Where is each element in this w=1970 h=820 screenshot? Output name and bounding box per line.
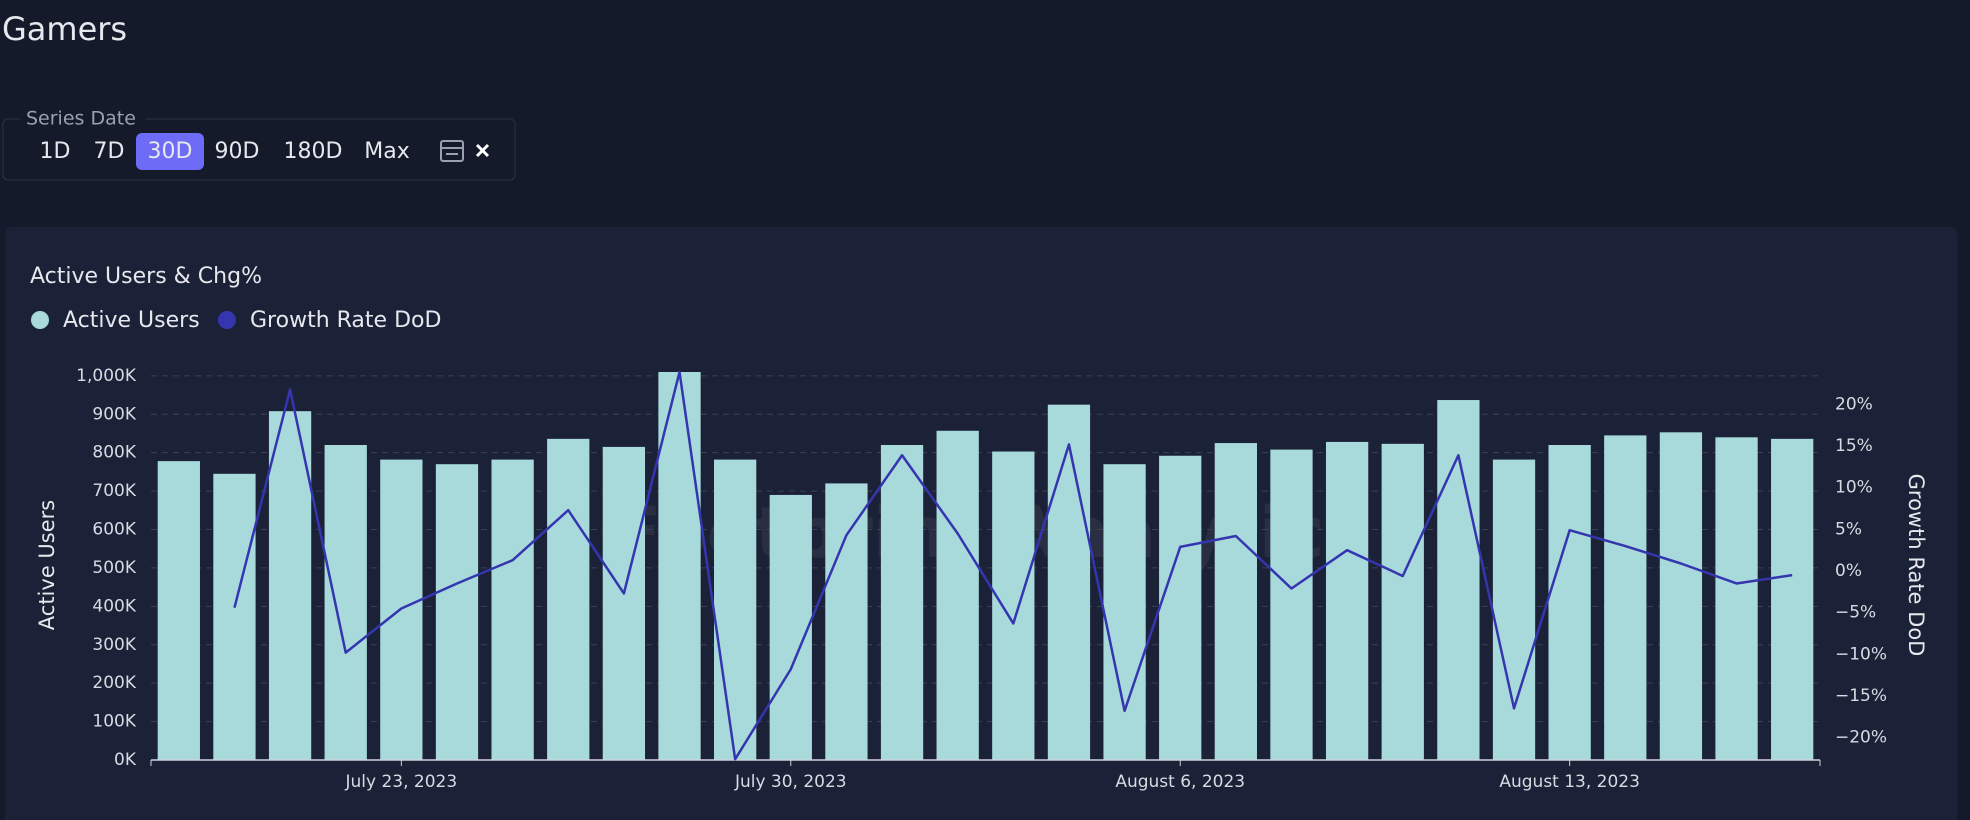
bar xyxy=(714,459,757,760)
bar xyxy=(157,461,200,760)
x-tick-label: July 30, 2023 xyxy=(734,772,847,792)
filter-option[interactable]: 7D xyxy=(94,139,125,164)
chart-title: Active Users & Chg% xyxy=(30,264,262,289)
bar xyxy=(658,372,701,760)
y2-tick-label: −5% xyxy=(1835,603,1876,623)
y-axis-title: Active Users xyxy=(35,500,59,630)
bar xyxy=(880,444,924,760)
bar xyxy=(992,451,1035,760)
y2-axis-title: Growth Rate DoD xyxy=(1904,474,1928,657)
filter-label: Series Date xyxy=(26,108,136,130)
bar xyxy=(1604,435,1647,760)
filter-option[interactable]: 180D xyxy=(284,139,343,164)
bar xyxy=(1381,443,1424,760)
bar xyxy=(1325,441,1369,760)
bar xyxy=(1548,444,1591,760)
bar xyxy=(825,483,868,760)
growth-line xyxy=(233,370,1793,761)
bar xyxy=(1103,464,1146,760)
filter-option[interactable]: 30D xyxy=(148,139,193,164)
legend-label: Active Users xyxy=(63,308,200,333)
y2-tick-label: −10% xyxy=(1835,644,1887,664)
y2-tick-label: −15% xyxy=(1835,686,1887,706)
x-tick-label: July 23, 2023 xyxy=(345,772,458,792)
legend-marker xyxy=(218,311,236,329)
filter-option[interactable]: Max xyxy=(364,139,409,164)
x-tick-label: August 6, 2023 xyxy=(1115,772,1245,792)
y-tick-label: 300K xyxy=(92,635,136,655)
bar xyxy=(268,411,312,760)
bar xyxy=(936,430,979,760)
bar xyxy=(1715,437,1758,760)
filter-option[interactable]: 90D xyxy=(215,139,260,164)
y-tick-label: 200K xyxy=(92,673,136,693)
y-tick-label: 0K xyxy=(114,750,137,770)
y2-tick-label: 20% xyxy=(1835,394,1873,414)
filter-option[interactable]: 1D xyxy=(40,139,71,164)
y-tick-label: 1,000K xyxy=(76,366,137,386)
legend-marker xyxy=(31,311,49,329)
y2-tick-label: 10% xyxy=(1835,478,1873,498)
y2-tick-label: 0% xyxy=(1835,561,1862,581)
y-tick-label: 700K xyxy=(92,481,136,501)
bar xyxy=(324,444,367,760)
page-title: Gamers xyxy=(2,10,127,48)
y-tick-label: 800K xyxy=(92,443,136,463)
bar xyxy=(1492,459,1536,760)
y-tick-label: 500K xyxy=(92,558,136,578)
bar xyxy=(1214,443,1257,760)
bar xyxy=(1159,455,1202,760)
filter-label-bg xyxy=(20,110,146,128)
y2-tick-label: −20% xyxy=(1835,728,1887,748)
bar xyxy=(213,473,256,760)
x-tick-label: August 13, 2023 xyxy=(1499,772,1640,792)
bar xyxy=(1047,404,1091,760)
option-selected-bg xyxy=(136,133,204,170)
legend-label: Growth Rate DoD xyxy=(250,308,441,333)
y2-tick-label: 5% xyxy=(1835,519,1862,539)
bar xyxy=(491,459,534,760)
y2-tick-label: 15% xyxy=(1835,436,1873,456)
bar xyxy=(1270,449,1313,760)
filter-box xyxy=(2,118,516,181)
y-tick-label: 100K xyxy=(92,712,136,732)
y-tick-label: 600K xyxy=(92,520,136,540)
y-tick-label: 400K xyxy=(92,596,136,616)
clear-button[interactable] xyxy=(475,143,490,158)
bar xyxy=(1771,438,1814,760)
bar xyxy=(547,438,590,760)
bar xyxy=(769,494,812,760)
calendar-icon[interactable] xyxy=(440,140,464,162)
bar xyxy=(1659,432,1703,760)
bar xyxy=(435,464,479,760)
y-tick-label: 900K xyxy=(92,404,136,424)
bar xyxy=(602,446,646,760)
